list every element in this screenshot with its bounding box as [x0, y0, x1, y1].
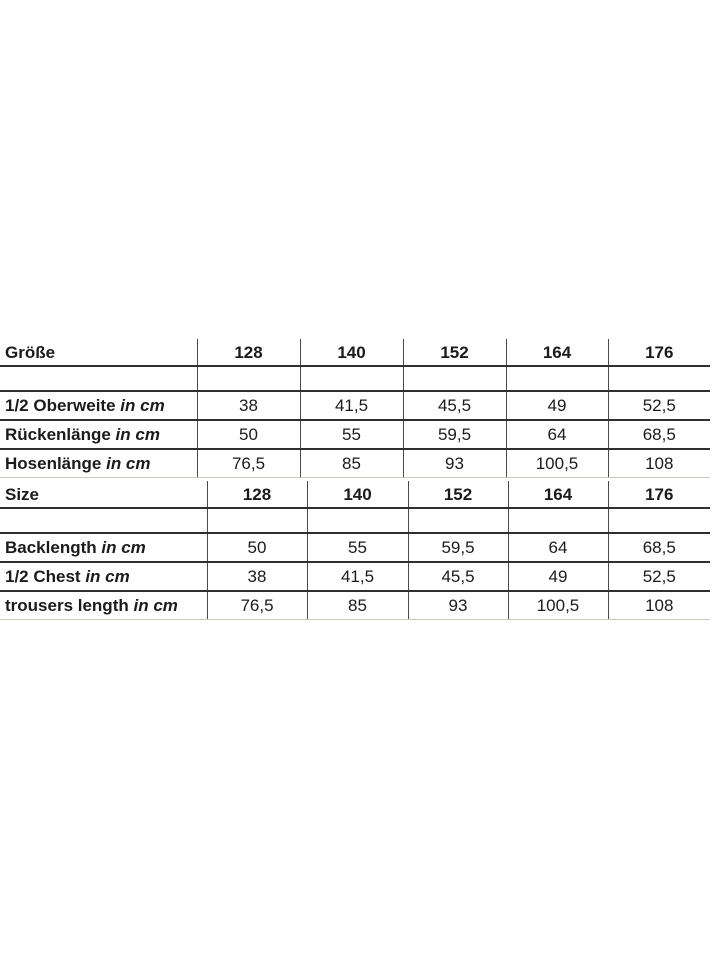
measure-name: 1/2 Oberweite	[5, 396, 116, 415]
table-row: Size 128 140 152 164 176	[0, 481, 710, 509]
measure-unit: in cm	[101, 538, 146, 557]
cell-value: 59,5	[402, 420, 506, 450]
size-column-header: 152	[402, 339, 506, 367]
empty-cell	[607, 508, 710, 534]
header-label: Size	[0, 481, 207, 509]
cell-value: 85	[299, 449, 403, 478]
size-table-german-grid: Größe 128 140 152 164 176 1/2 Oberweit	[0, 339, 710, 478]
cell-value: 108	[607, 449, 710, 478]
size-column-header: 176	[607, 339, 710, 367]
table-row: Rückenlänge in cm 50 55 59,5 64 68,5	[0, 420, 710, 450]
cell-value: 108	[607, 591, 710, 620]
table-row: Hosenlänge in cm 76,5 85 93 100,5 108	[0, 449, 710, 478]
cell-value: 38	[196, 391, 300, 421]
size-column-header: 164	[505, 339, 608, 367]
cell-value: 68,5	[607, 420, 710, 450]
empty-cell	[507, 508, 608, 534]
size-table-german: Größe 128 140 152 164 176 1/2 Oberweit	[0, 339, 710, 478]
empty-cell	[306, 508, 408, 534]
measure-unit: in cm	[133, 596, 178, 615]
measure-unit: in cm	[120, 396, 165, 415]
table-row: trousers length in cm 76,5 85 93 100,5 1…	[0, 591, 710, 620]
cell-value: 93	[407, 591, 508, 620]
row-label: Backlength in cm	[0, 533, 207, 563]
table-row: 1/2 Oberweite in cm 38 41,5 45,5 49 52,5	[0, 391, 710, 421]
measure-name: Hosenlänge	[5, 454, 102, 473]
empty-cell	[206, 508, 307, 534]
row-label: Hosenlänge in cm	[0, 449, 197, 478]
cell-value: 41,5	[299, 391, 403, 421]
size-column-header: 140	[299, 339, 403, 367]
empty-cell	[407, 508, 508, 534]
size-column-header: 128	[196, 339, 300, 367]
size-column-header: 176	[607, 481, 710, 509]
cell-value: 76,5	[196, 449, 300, 478]
empty-cell	[299, 366, 403, 392]
cell-value: 93	[402, 449, 506, 478]
header-label: Größe	[0, 339, 197, 367]
size-column-header: 152	[407, 481, 508, 509]
measure-name: Rückenlänge	[5, 425, 111, 444]
empty-cell	[196, 366, 300, 392]
measure-name: trousers length	[5, 596, 129, 615]
cell-value: 52,5	[607, 562, 710, 592]
empty-cell	[607, 366, 710, 392]
row-label: trousers length in cm	[0, 591, 207, 620]
row-label: 1/2 Chest in cm	[0, 562, 207, 592]
cell-value: 45,5	[407, 562, 508, 592]
size-column-header: 128	[206, 481, 307, 509]
table-row	[0, 508, 710, 534]
cell-value: 55	[306, 533, 408, 563]
cell-value: 41,5	[306, 562, 408, 592]
cell-value: 45,5	[402, 391, 506, 421]
cell-value: 64	[505, 420, 608, 450]
empty-cell	[0, 366, 197, 392]
cell-value: 85	[306, 591, 408, 620]
table-row: Backlength in cm 50 55 59,5 64 68,5	[0, 533, 710, 563]
size-table-english: Size 128 140 152 164 176 Backlength in	[0, 481, 710, 620]
row-label: Rückenlänge in cm	[0, 420, 197, 450]
size-column-header: 164	[507, 481, 608, 509]
row-label: 1/2 Oberweite in cm	[0, 391, 197, 421]
cell-value: 68,5	[607, 533, 710, 563]
cell-value: 55	[299, 420, 403, 450]
table-row: Größe 128 140 152 164 176	[0, 339, 710, 367]
measure-name: 1/2 Chest	[5, 567, 81, 586]
cell-value: 64	[507, 533, 608, 563]
empty-cell	[402, 366, 506, 392]
table-row	[0, 366, 710, 392]
measure-name: Backlength	[5, 538, 97, 557]
table-row: 1/2 Chest in cm 38 41,5 45,5 49 52,5	[0, 562, 710, 592]
cell-value: 50	[196, 420, 300, 450]
cell-value: 49	[505, 391, 608, 421]
cell-value: 52,5	[607, 391, 710, 421]
measure-unit: in cm	[115, 425, 160, 444]
cell-value: 100,5	[505, 449, 608, 478]
cell-value: 49	[507, 562, 608, 592]
cell-value: 50	[206, 533, 307, 563]
measure-unit: in cm	[106, 454, 151, 473]
empty-cell	[0, 508, 207, 534]
size-table-english-grid: Size 128 140 152 164 176 Backlength in	[0, 481, 710, 620]
cell-value: 59,5	[407, 533, 508, 563]
size-column-header: 140	[306, 481, 408, 509]
measure-unit: in cm	[85, 567, 130, 586]
cell-value: 38	[206, 562, 307, 592]
empty-cell	[505, 366, 608, 392]
cell-value: 76,5	[206, 591, 307, 620]
cell-value: 100,5	[507, 591, 608, 620]
